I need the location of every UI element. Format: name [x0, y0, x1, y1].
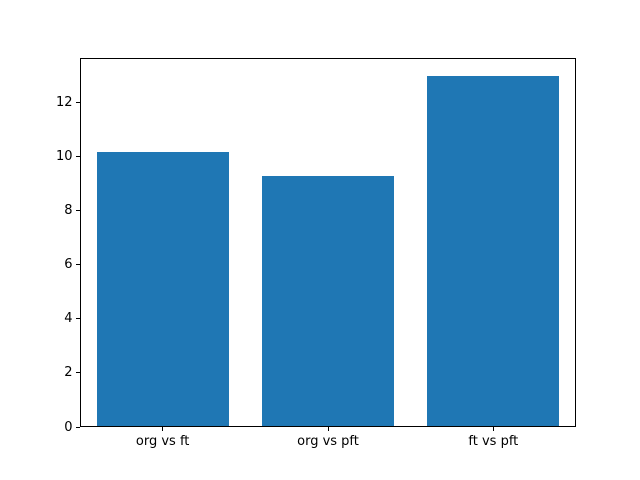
x-tick-mark — [492, 427, 494, 431]
x-tick-label: org vs pft — [297, 434, 359, 449]
bar-ft-vs-pft — [426, 76, 559, 426]
bar-org-vs-pft — [262, 175, 394, 426]
y-tick-label: 2 — [64, 365, 73, 381]
y-tick-mark — [76, 426, 80, 428]
plot-area — [80, 58, 576, 427]
y-tick-label: 8 — [64, 203, 73, 219]
bar-org-vs-ft — [97, 151, 230, 426]
y-tick-mark — [76, 102, 80, 104]
y-tick-label: 10 — [55, 149, 73, 165]
x-tick-label: ft vs pft — [468, 434, 519, 449]
x-tick-mark — [162, 427, 164, 431]
y-tick-label: 0 — [64, 419, 73, 435]
y-tick-mark — [76, 210, 80, 212]
y-tick-label: 4 — [64, 311, 73, 327]
y-tick-mark — [76, 264, 80, 266]
y-tick-mark — [76, 156, 80, 158]
y-tick-mark — [76, 318, 80, 320]
y-tick-label: 6 — [64, 257, 73, 273]
y-tick-label: 12 — [55, 95, 73, 111]
y-tick-mark — [76, 372, 80, 374]
x-tick-mark — [327, 427, 329, 431]
x-tick-label: org vs ft — [135, 434, 190, 449]
